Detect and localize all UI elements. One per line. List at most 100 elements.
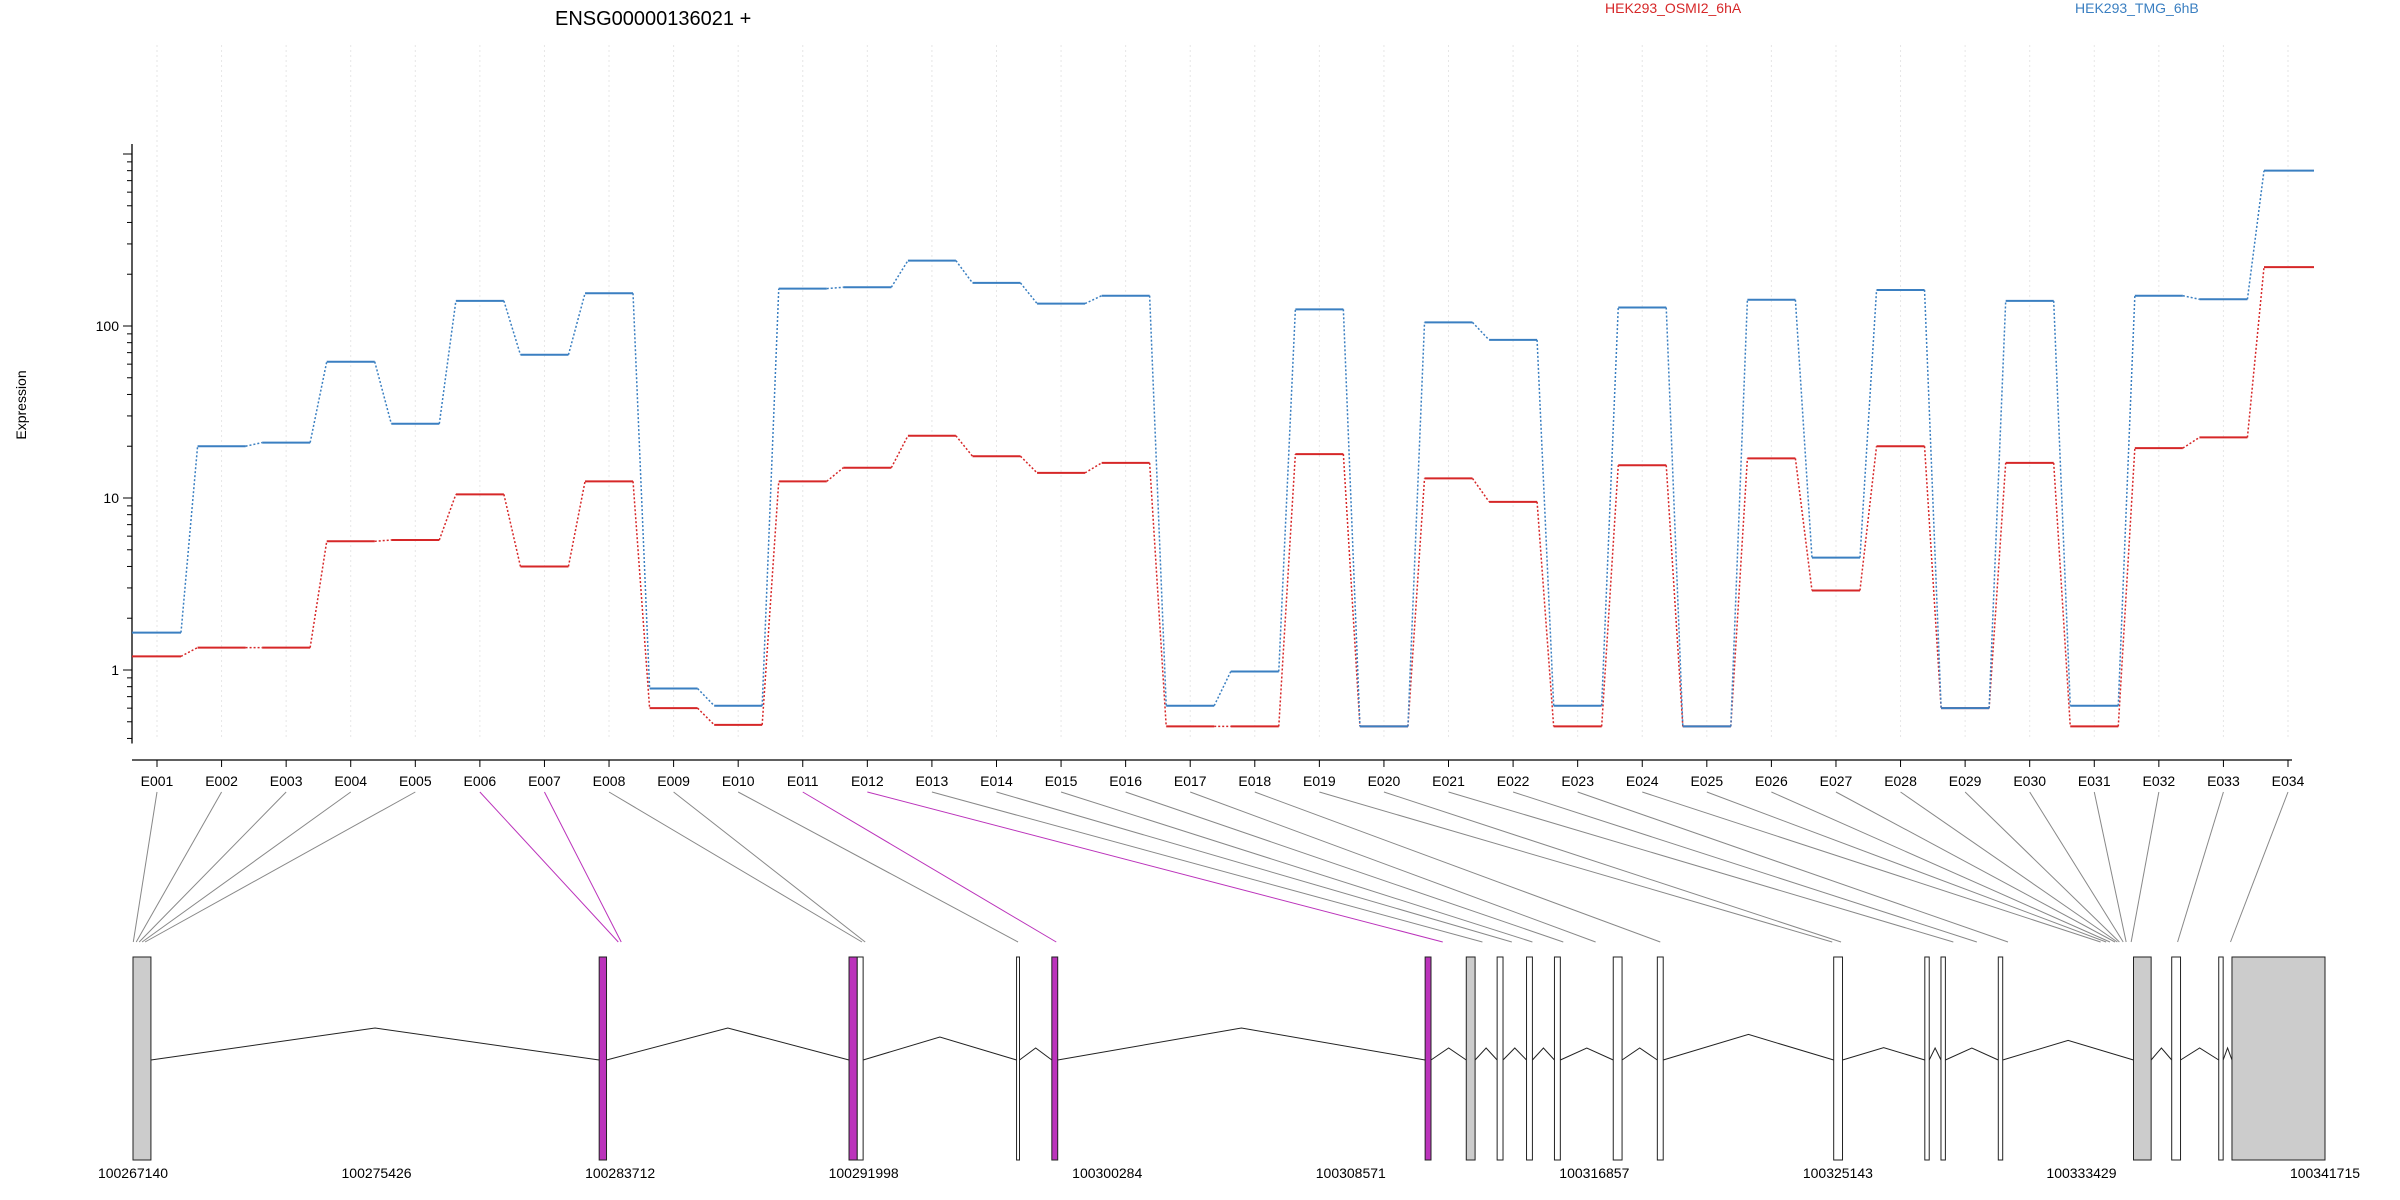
exon-connector-e003 <box>138 791 287 943</box>
exon-connector-e025 <box>1706 791 2107 943</box>
connector-hek293-tmg-6hb-e012 <box>890 260 909 288</box>
x-tick-label-e001: E001 <box>141 773 174 789</box>
x-tick-label-e017: E017 <box>1174 773 1207 789</box>
exon-block-0 <box>132 956 152 1161</box>
connector-hek293-tmg-6hb-e018 <box>1278 309 1297 672</box>
genomic-tick-label-8: 100333429 <box>2046 1165 2116 1181</box>
exon-connector-e027 <box>1835 791 2116 943</box>
connector-hek293-tmg-6hb-e016 <box>1148 295 1167 706</box>
connector-hek293-tmg-6hb-e008 <box>632 293 651 689</box>
connector-hek293-osmi2-6ha-e006 <box>503 494 522 567</box>
x-tick-label-e032: E032 <box>2142 773 2175 789</box>
exon-connector-e023 <box>1577 791 2009 943</box>
intron-19 <box>2222 1046 2233 1061</box>
x-tick-label-e033: E033 <box>2207 773 2240 789</box>
exon-block-12 <box>1656 956 1664 1161</box>
genomic-tick-label-6: 100316857 <box>1559 1165 1629 1181</box>
y-axis-label: Expression <box>13 370 29 439</box>
x-tick-label-e021: E021 <box>1432 773 1465 789</box>
intron-3 <box>862 1036 1017 1061</box>
exon-block-1 <box>598 956 608 1161</box>
exon-connector-e033 <box>2177 791 2224 943</box>
connector-hek293-osmi2-6ha-e004 <box>374 539 392 543</box>
exon-connector-e028 <box>1900 791 2118 943</box>
connector-hek293-tmg-6hb-e015 <box>1084 295 1102 305</box>
genomic-tick-label-7: 100325143 <box>1803 1165 1873 1181</box>
connector-hek293-tmg-6hb-e006 <box>503 300 522 356</box>
x-tick-label-e015: E015 <box>1045 773 1078 789</box>
exon-connector-e010 <box>737 791 1019 943</box>
exon-block-14 <box>1924 956 1930 1161</box>
x-tick-label-e011: E011 <box>787 773 819 789</box>
exon-connector-e001 <box>132 791 158 943</box>
exon-connector-e031 <box>2093 791 2127 943</box>
connector-hek293-osmi2-6ha-e029 <box>1988 462 2007 709</box>
series-hek293-osmi2-6ha <box>132 266 2314 728</box>
x-tick-label-e005: E005 <box>399 773 432 789</box>
grid-lines <box>156 45 2289 740</box>
exon-block-10 <box>1553 956 1561 1161</box>
x-tick-label-e013: E013 <box>916 773 949 789</box>
connector-hek293-osmi2-6ha-e012 <box>890 435 909 469</box>
intron-10 <box>1560 1047 1614 1061</box>
connector-hek293-tmg-6hb-e026 <box>1794 299 1813 558</box>
exon-connector-lines <box>132 791 2289 943</box>
connector-hek293-osmi2-6ha-e022 <box>1536 501 1555 727</box>
intron-11 <box>1621 1047 1658 1061</box>
series-hek293-tmg-6hb <box>132 169 2314 728</box>
exon-connector-e005 <box>144 791 416 943</box>
x-tick-label-e009: E009 <box>657 773 690 789</box>
genomic-tick-label-9: 100341715 <box>2290 1165 2360 1181</box>
exon-connector-e021 <box>1448 791 1954 943</box>
exon-connector-e008 <box>608 791 863 943</box>
connector-hek293-osmi2-6ha-e013 <box>955 435 974 457</box>
connector-hek293-osmi2-6ha-e003 <box>309 541 328 648</box>
exon-connector-e014 <box>996 791 1512 943</box>
gene-model <box>132 956 2326 1161</box>
exon-connector-e017 <box>1190 791 1596 943</box>
connector-hek293-osmi2-6ha-e021 <box>1471 477 1490 503</box>
intron-0 <box>150 1027 600 1061</box>
x-tick-label-e012: E012 <box>851 773 884 789</box>
exon-connector-e012 <box>867 791 1443 943</box>
connector-hek293-osmi2-6ha-e011 <box>826 467 844 482</box>
exon-connector-e013 <box>931 791 1483 943</box>
connector-hek293-osmi2-6ha-e015 <box>1084 462 1103 474</box>
connector-hek293-osmi2-6ha-e031 <box>2117 448 2136 727</box>
intron-17 <box>2150 1047 2173 1061</box>
connector-hek293-tmg-6hb-e011 <box>826 286 844 290</box>
exon-block-11 <box>1612 956 1623 1161</box>
x-tick-label-e002: E002 <box>205 773 238 789</box>
x-tick-label-e020: E020 <box>1368 773 1401 789</box>
connector-hek293-tmg-6hb-e020 <box>1407 322 1426 727</box>
connector-hek293-tmg-6hb-e009 <box>697 688 715 707</box>
exon-connector-e015 <box>1060 791 1533 943</box>
connector-hek293-tmg-6hb-e003 <box>309 361 328 443</box>
connector-hek293-osmi2-6ha-e008 <box>632 481 651 709</box>
intron-15 <box>1945 1047 1999 1061</box>
legend-label-series-a: HEK293_OSMI2_6hA <box>1605 0 1742 16</box>
intron-14 <box>1928 1046 1942 1061</box>
connector-hek293-osmi2-6ha-e030 <box>2052 462 2072 727</box>
exon-connector-e030 <box>2029 791 2124 943</box>
connector-hek293-tmg-6hb-e007 <box>567 293 586 356</box>
exon-block-3 <box>856 956 864 1161</box>
x-tick-label-e022: E022 <box>1497 773 1530 789</box>
x-tick-label-e007: E007 <box>528 773 561 789</box>
connector-hek293-tmg-6hb-e005 <box>438 300 457 424</box>
connector-hek293-osmi2-6ha-e027 <box>1859 446 1878 591</box>
exon-connector-e034 <box>2230 791 2289 943</box>
x-tick-label-e018: E018 <box>1238 773 1271 789</box>
intron-13 <box>1842 1047 1925 1061</box>
connector-hek293-tmg-6hb-e032 <box>2182 294 2200 301</box>
legend-label-series-b: HEK293_TMG_6hB <box>2075 0 2199 16</box>
connector-hek293-tmg-6hb-e022 <box>1536 339 1555 706</box>
exon-block-18 <box>2171 956 2182 1161</box>
exon-connector-e007 <box>544 791 622 943</box>
connector-hek293-tmg-6hb-e014 <box>1019 282 1038 305</box>
connector-hek293-tmg-6hb-e024 <box>1665 307 1684 727</box>
exon-connector-e006 <box>479 791 619 943</box>
exon-connector-e024 <box>1642 791 2101 943</box>
connector-hek293-osmi2-6ha-e033 <box>2246 267 2265 438</box>
